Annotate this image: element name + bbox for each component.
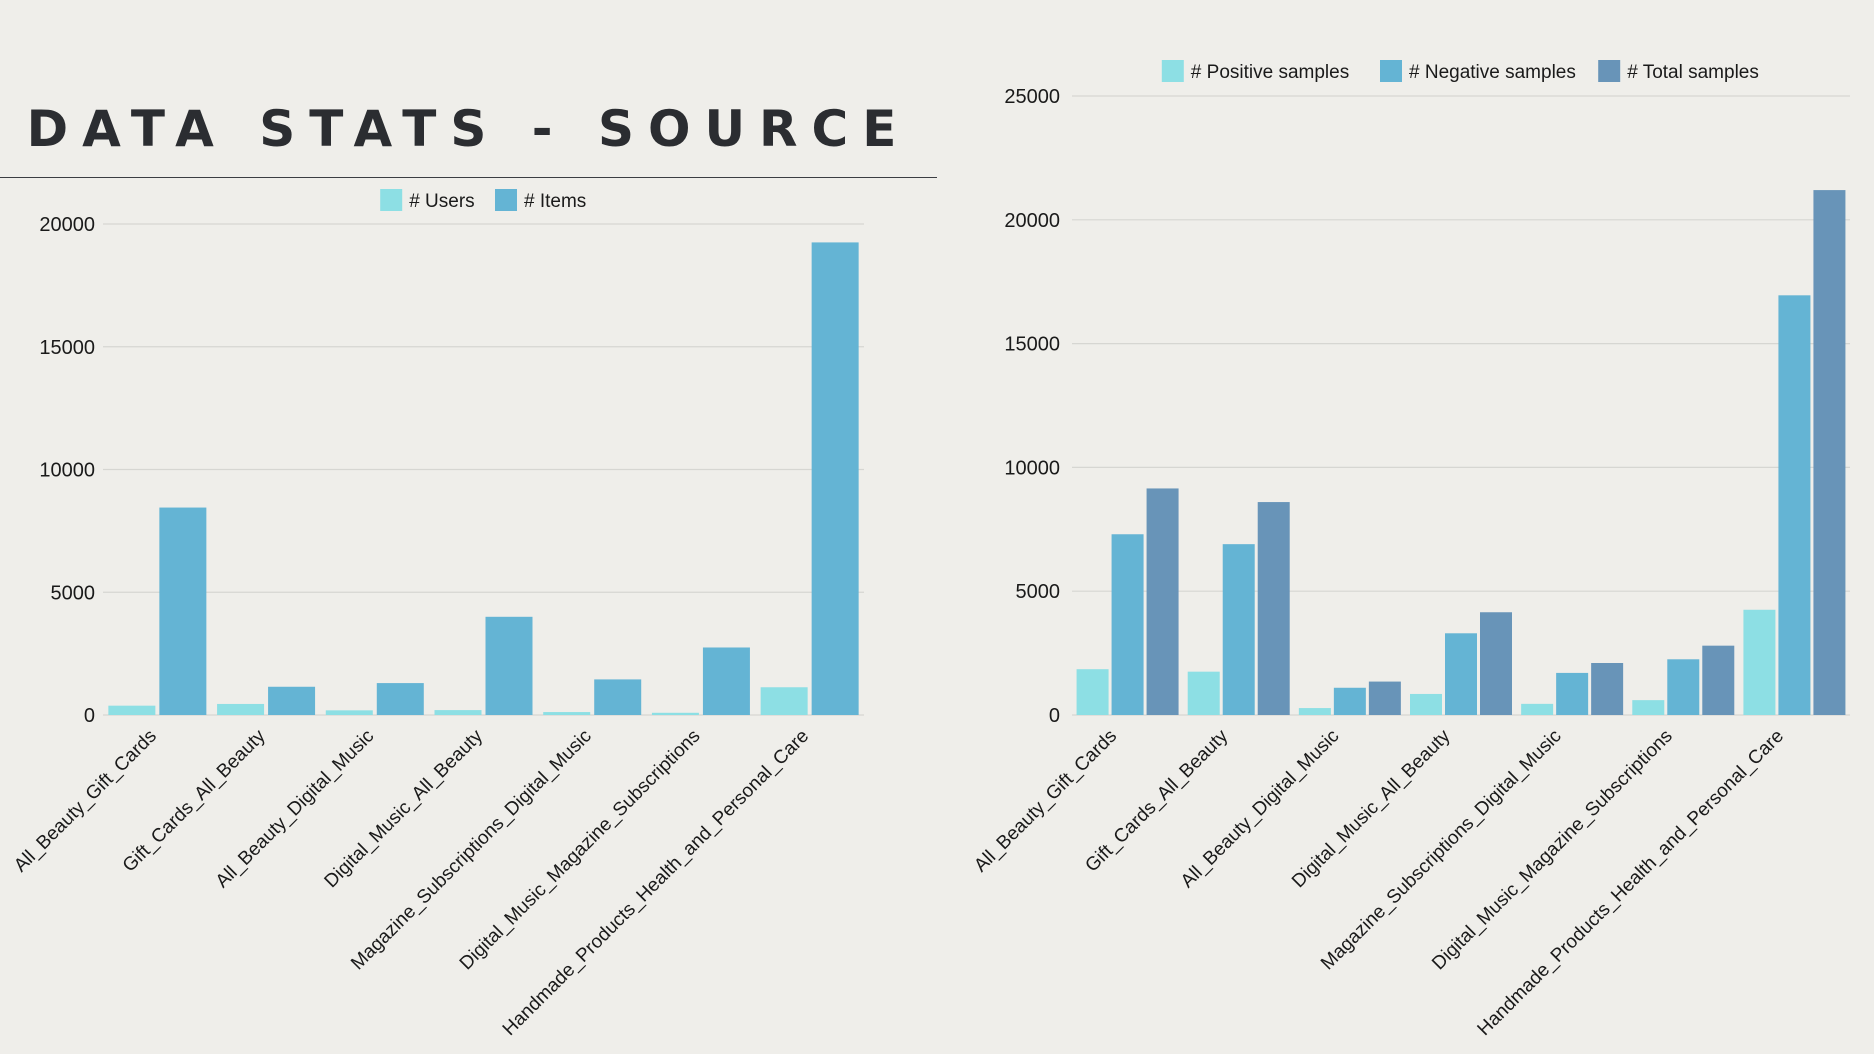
bar-users	[108, 705, 156, 715]
bar-items	[811, 242, 859, 715]
bar-total-samples	[1480, 612, 1512, 715]
page-title: DATA STATS - SOURCE	[26, 100, 911, 158]
bar-negative-samples	[1333, 687, 1366, 715]
bar-positive-samples	[1076, 669, 1109, 715]
bar-negative-samples	[1445, 633, 1477, 715]
bar-users	[760, 687, 808, 715]
y-tick-label: 5000	[51, 582, 96, 604]
y-tick-label: 15000	[39, 337, 95, 359]
legend-label: # Positive samples	[1191, 62, 1349, 83]
bar-items	[268, 686, 316, 715]
legend-swatch	[1161, 60, 1184, 82]
legend-label: # Items	[524, 191, 586, 212]
bar-positive-samples	[1187, 671, 1220, 715]
y-tick-label: 10000	[1004, 457, 1060, 479]
y-tick-label: 20000	[39, 214, 95, 236]
legend-swatch	[495, 189, 517, 211]
bar-total-samples	[1146, 488, 1179, 715]
bar-items	[485, 616, 533, 715]
y-tick-label: 15000	[1004, 334, 1060, 356]
x-tick-label: Digital_Music_Magazine_Subscriptions	[1428, 726, 1677, 975]
bar-negative-samples	[1111, 534, 1144, 715]
legend-swatch	[1380, 60, 1402, 82]
legend-label: # Negative samples	[1409, 62, 1576, 83]
bar-items	[702, 647, 750, 715]
y-tick-label: 25000	[1004, 86, 1060, 108]
bar-total-samples	[1813, 190, 1846, 715]
y-tick-label: 0	[84, 705, 95, 727]
bar-users	[651, 712, 699, 715]
bar-positive-samples	[1410, 693, 1442, 715]
bar-positive-samples	[1632, 700, 1665, 715]
bar-negative-samples	[1222, 544, 1255, 715]
bar-total-samples	[1368, 681, 1401, 715]
y-tick-label: 5000	[1016, 581, 1061, 603]
bar-users	[217, 703, 265, 715]
bar-positive-samples	[1298, 708, 1331, 715]
bar-total-samples	[1702, 645, 1735, 715]
y-tick-label: 20000	[1004, 210, 1060, 232]
bar-total-samples	[1591, 663, 1624, 715]
bar-negative-samples	[1778, 295, 1811, 715]
bar-positive-samples	[1743, 609, 1776, 715]
bar-positive-samples	[1521, 703, 1554, 715]
y-tick-label: 0	[1049, 705, 1060, 727]
bar-negative-samples	[1556, 672, 1589, 715]
y-tick-label: 10000	[39, 460, 95, 482]
bar-users	[434, 710, 482, 715]
bar-items	[159, 507, 207, 715]
legend-swatch	[380, 189, 403, 211]
users-items-bar-chart: 05000100001500020000All_Beauty_Gift_Card…	[10, 189, 864, 1040]
legend-swatch	[1598, 60, 1621, 82]
legend-label: # Users	[409, 191, 474, 212]
legend-label: # Total samples	[1627, 62, 1759, 83]
bar-items	[376, 683, 424, 715]
x-tick-label: Magazine_Subscriptions_Digital_Music	[1317, 726, 1566, 975]
bar-total-samples	[1257, 502, 1290, 715]
title-divider	[0, 177, 937, 178]
bar-items	[594, 679, 642, 715]
bar-users	[543, 712, 591, 715]
bar-users	[325, 710, 373, 715]
bar-negative-samples	[1667, 659, 1700, 715]
